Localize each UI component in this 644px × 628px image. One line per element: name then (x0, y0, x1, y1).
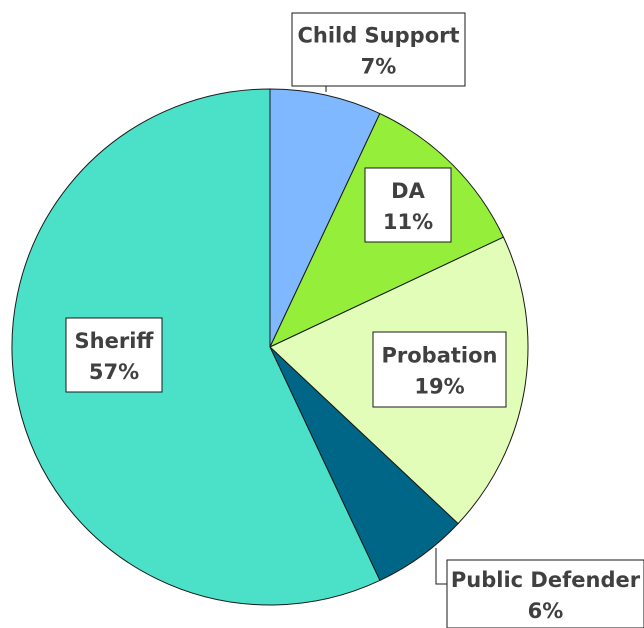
data-label-probation: Probation 19% (372, 331, 507, 408)
label-box (372, 331, 507, 408)
data-label-child-support: Child Support 7% (291, 12, 466, 87)
slice-child-support (269, 88, 381, 348)
data-label-sheriff: Sheriff 57% (65, 317, 163, 393)
slice-name-label: Sheriff (75, 329, 155, 353)
data-labels: Child Support 7% DA 11% Probation 19% Public D… (65, 12, 644, 628)
slice-percent-label: 11% (383, 210, 433, 234)
slice-percent-label: 19% (414, 375, 464, 399)
slice-name-label: DA (391, 179, 425, 203)
slice-name-label: Probation (382, 344, 498, 368)
data-label-public-defender: Public Defender 6% (446, 559, 644, 628)
slice-sheriff (11, 88, 381, 606)
leader-lines (325, 86, 447, 585)
slice-percent-label: 57% (89, 360, 139, 384)
leader-line-public-defender (435, 548, 447, 585)
slice-name-label: Child Support (297, 24, 459, 48)
label-box (364, 167, 452, 243)
slice-name-label: Public Defender (451, 568, 641, 592)
label-box (291, 12, 466, 87)
label-box (65, 317, 163, 393)
label-box (446, 559, 644, 628)
slice-percent-label: 7% (361, 55, 397, 79)
slice-percent-label: 6% (528, 599, 564, 623)
data-label-da: DA 11% (364, 167, 452, 243)
